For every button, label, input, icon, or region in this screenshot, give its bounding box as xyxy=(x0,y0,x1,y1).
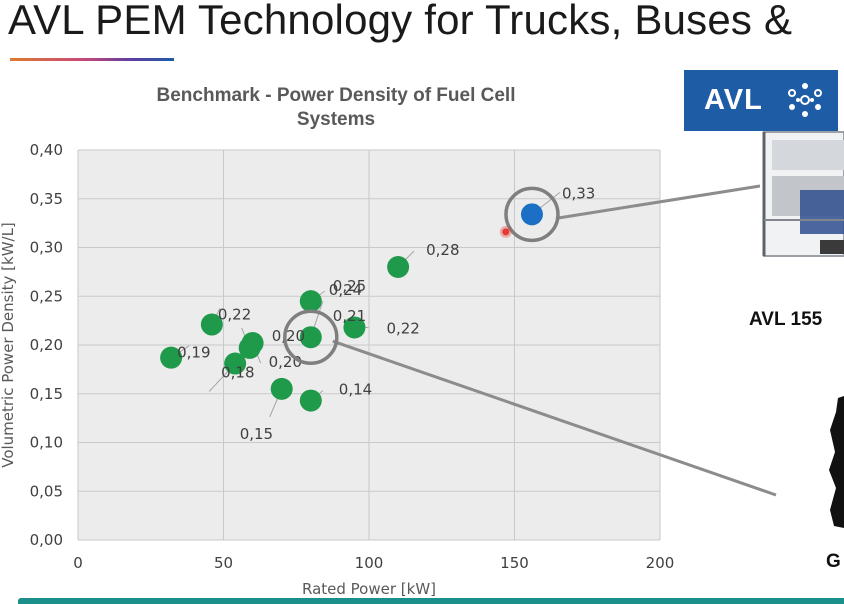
fuel-cell-system-image xyxy=(762,131,844,257)
y-tick-label: 0,30 xyxy=(30,239,63,257)
benchmark-point xyxy=(200,313,223,336)
second-product-image xyxy=(829,396,844,528)
slide-title: AVL PEM Technology for Trucks, Buses & xyxy=(8,0,793,43)
y-tick-label: 0,15 xyxy=(30,385,63,403)
benchmark-point xyxy=(387,256,410,278)
y-tick-label: 0,20 xyxy=(30,336,63,354)
data-label: 0,24 xyxy=(329,281,362,299)
y-tick-label: 0,25 xyxy=(30,287,63,305)
y-tick-label: 0,10 xyxy=(30,434,63,452)
laser-pointer-dot xyxy=(502,228,510,236)
benchmark-point xyxy=(160,346,183,369)
title-accent-rule xyxy=(10,58,174,61)
product-caption: AVL 155 xyxy=(749,309,823,330)
highlight-ring xyxy=(504,186,560,243)
x-axis-title: Rated Power [kW] xyxy=(302,580,436,598)
avl-logo-mark-icon xyxy=(788,83,822,117)
benchmark-point xyxy=(224,352,247,375)
x-tick-label: 200 xyxy=(646,554,675,572)
data-label: 0,28 xyxy=(426,241,459,259)
chart-title-line: Systems xyxy=(297,109,375,130)
data-label: 0,15 xyxy=(240,425,273,443)
benchmark-point xyxy=(270,377,293,400)
y-tick-label: 0,00 xyxy=(30,531,63,549)
x-tick-label: 0 xyxy=(73,554,83,572)
benchmark-point xyxy=(299,389,322,412)
benchmark-point xyxy=(241,332,264,355)
footer-accent-bar xyxy=(18,598,844,604)
y-axis-title: Volumetric Power Density [kW/L] xyxy=(0,222,17,468)
data-label: 0,22 xyxy=(386,319,419,337)
y-tick-label: 0,40 xyxy=(30,141,63,159)
benchmark-point xyxy=(343,316,366,339)
data-label: 0,20 xyxy=(272,327,305,345)
data-label: 0,22 xyxy=(218,306,251,324)
benchmark-leader-line xyxy=(332,339,777,497)
avl-logo: AVL xyxy=(684,70,838,131)
avl-point xyxy=(520,203,543,226)
y-tick-label: 0,35 xyxy=(30,190,63,208)
data-label: 0,18 xyxy=(221,364,254,382)
chart-title-line: Benchmark - Power Density of Fuel Cell xyxy=(157,85,516,106)
x-tick-label: 150 xyxy=(500,554,529,572)
benchmark-point xyxy=(299,290,322,313)
data-label: 0,21 xyxy=(333,307,366,325)
avl-leader-line xyxy=(555,184,761,220)
x-tick-label: 100 xyxy=(355,554,384,572)
highlight-ring xyxy=(283,309,339,365)
data-label: 0,14 xyxy=(339,381,372,399)
data-label: 0,19 xyxy=(177,344,210,362)
data-label: 0,25 xyxy=(333,277,366,295)
y-tick-label: 0,05 xyxy=(30,482,63,500)
data-label: 0,33 xyxy=(562,184,595,202)
x-tick-label: 50 xyxy=(214,554,233,572)
product-caption-partial: G xyxy=(826,551,841,572)
benchmark-point xyxy=(299,326,322,349)
avl-logo-text: AVL xyxy=(704,84,763,116)
data-label: 0,20 xyxy=(269,353,302,371)
